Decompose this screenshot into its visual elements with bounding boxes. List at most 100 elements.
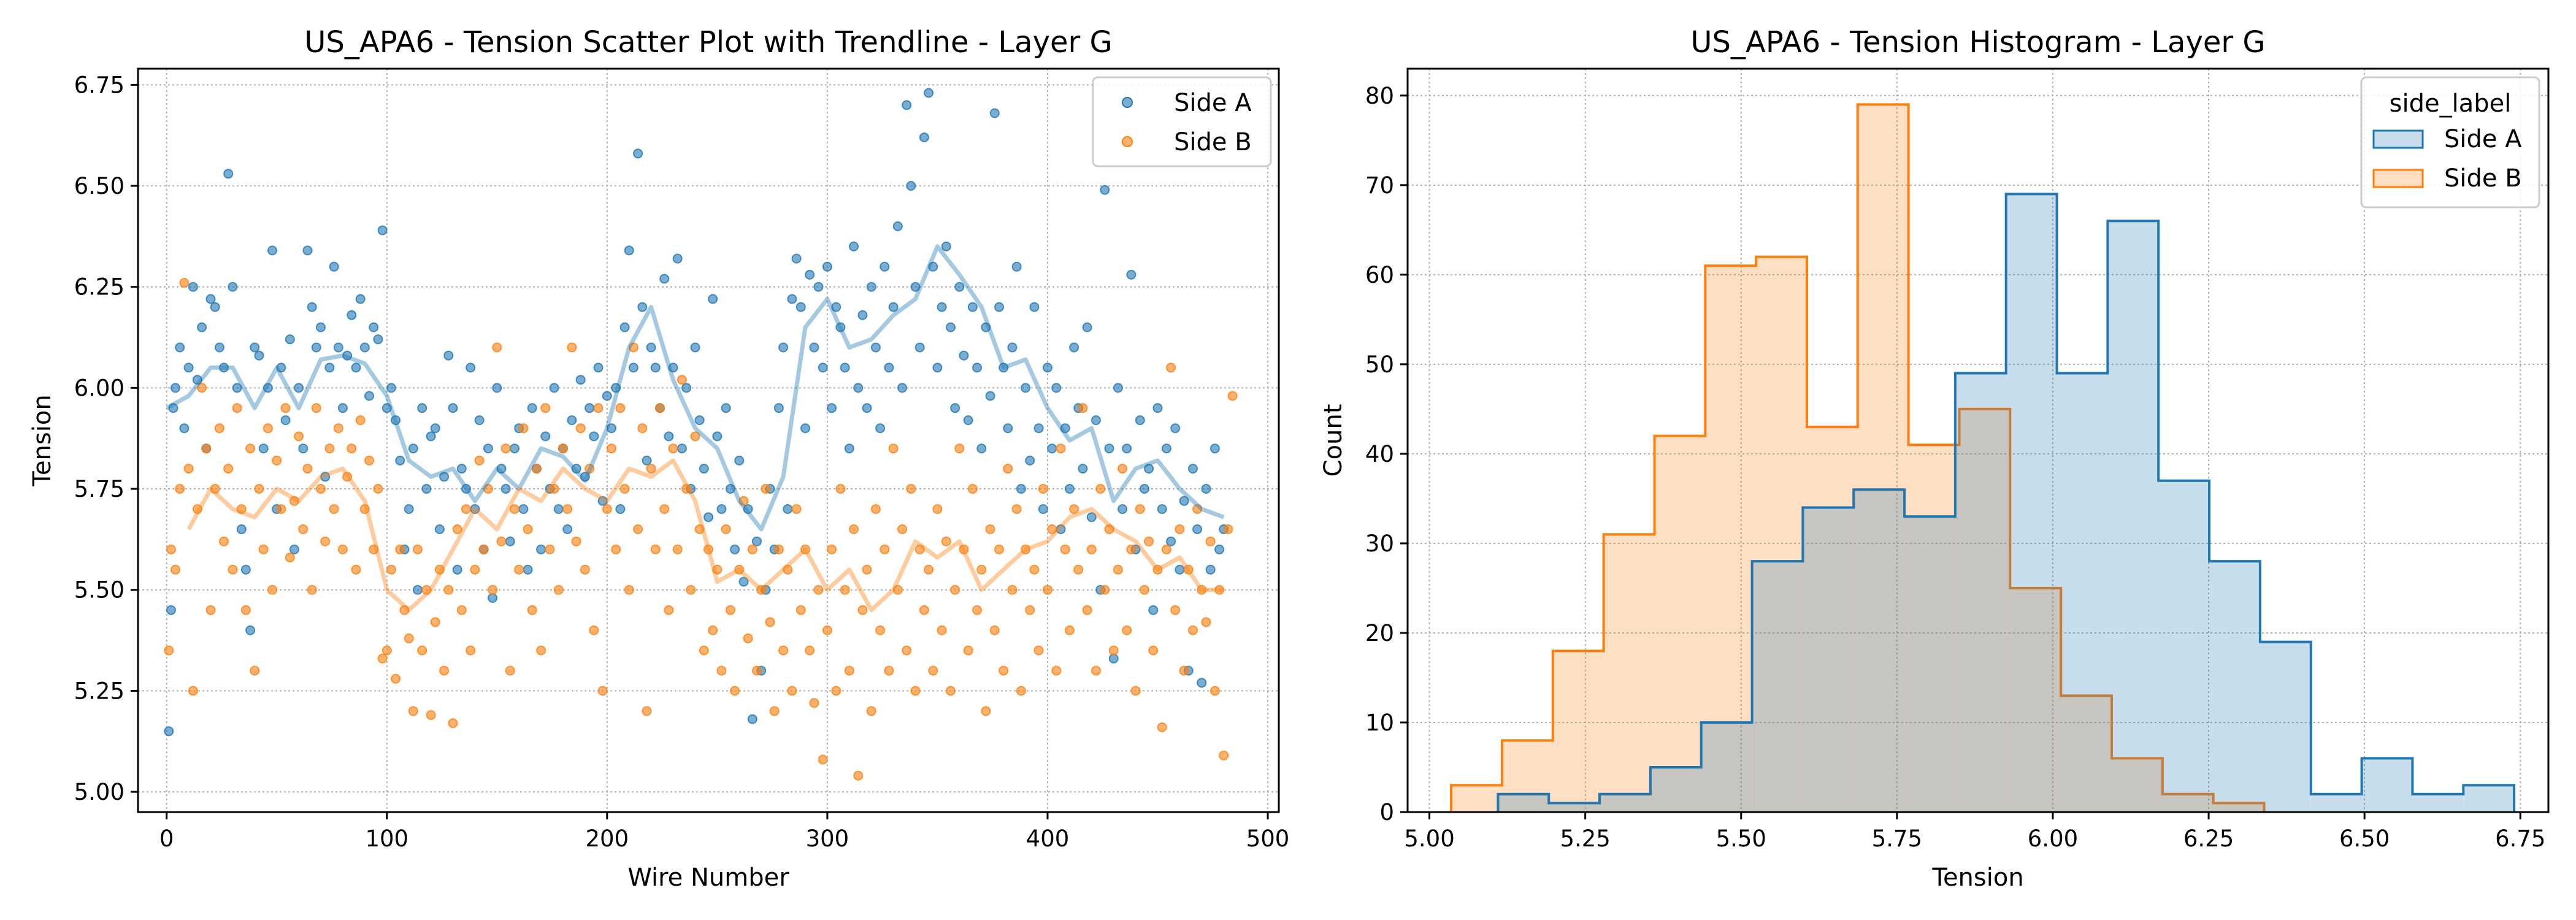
scatter-point-side-a — [1144, 464, 1154, 474]
scatter-point-side-b — [1047, 524, 1057, 534]
scatter-point-side-b — [214, 423, 224, 434]
histogram-ytick-label: 20 — [1365, 620, 1394, 646]
scatter-point-side-a — [1122, 443, 1132, 454]
scatter-chart: US_APA6 - Tension Scatter Plot with Tren… — [28, 25, 1289, 892]
histogram-ytick-label: 10 — [1365, 710, 1394, 736]
scatter-point-side-a — [267, 245, 277, 256]
scatter-point-side-b — [523, 524, 533, 534]
scatter-xtick-label: 200 — [586, 826, 629, 852]
scatter-point-side-a — [439, 472, 450, 482]
scatter-point-side-a — [164, 726, 174, 737]
scatter-point-side-b — [818, 754, 828, 765]
scatter-point-side-a — [989, 108, 1000, 118]
scatter-point-side-b — [373, 484, 383, 494]
scatter-point-side-b — [1223, 524, 1233, 534]
scatter-point-side-b — [1179, 665, 1189, 676]
scatter-point-side-a — [474, 415, 485, 426]
scatter-point-side-b — [783, 564, 793, 575]
scatter-point-side-b — [527, 605, 537, 615]
histogram-outline-side-b — [1450, 103, 2266, 812]
scatter-point-side-a — [456, 464, 467, 474]
scatter-point-side-a — [1016, 484, 1026, 494]
scatter-point-side-b — [434, 564, 445, 575]
scatter-point-side-b — [1108, 645, 1119, 656]
scatter-point-side-b — [505, 665, 515, 676]
histogram-bar-side-a — [1549, 803, 1600, 812]
scatter-point-side-a — [633, 148, 643, 159]
scatter-ytick-label: 6.25 — [74, 274, 125, 301]
scatter-point-side-b — [840, 585, 850, 595]
scatter-point-side-a — [914, 342, 925, 353]
scatter-point-side-a — [919, 132, 929, 142]
scatter-point-side-b — [377, 653, 388, 664]
scatter-point-side-b — [1056, 443, 1066, 454]
scatter-point-side-a — [263, 383, 273, 393]
scatter-point-side-a — [690, 342, 700, 353]
scatter-point-side-b — [192, 504, 202, 514]
scatter-point-side-b — [240, 605, 251, 615]
scatter-point-side-a — [827, 403, 837, 413]
scatter-point-side-a — [359, 342, 370, 353]
scatter-point-side-b — [183, 464, 194, 474]
scatter-point-side-b — [1091, 665, 1101, 676]
scatter-point-side-b — [298, 524, 309, 534]
scatter-point-side-b — [884, 665, 894, 676]
scatter-ytick-label: 5.75 — [74, 476, 125, 502]
scatter-point-side-a — [835, 322, 846, 332]
scatter-point-side-a — [337, 403, 348, 413]
scatter-point-side-a — [386, 383, 396, 393]
scatter-point-side-b — [672, 544, 683, 554]
scatter-point-side-b — [870, 504, 881, 514]
scatter-point-side-a — [1064, 484, 1075, 494]
scatter-point-side-b — [245, 443, 256, 454]
scatter-point-side-b — [413, 544, 423, 554]
scatter-ytick-label: 5.50 — [74, 577, 125, 604]
scatter-point-side-b — [536, 645, 546, 656]
scatter-point-side-b — [690, 431, 700, 442]
scatter-point-side-a — [602, 391, 612, 401]
histogram-bar-side-a — [2006, 194, 2057, 812]
scatter-point-side-b — [333, 423, 343, 434]
scatter-point-side-b — [994, 544, 1004, 554]
histogram-ytick-label: 0 — [1379, 799, 1394, 826]
scatter-point-side-a — [377, 225, 388, 236]
scatter-point-side-a — [316, 322, 326, 332]
scatter-point-side-a — [624, 245, 634, 256]
histogram-bar-side-a — [2209, 561, 2260, 812]
scatter-point-side-a — [791, 253, 802, 264]
scatter-point-side-a — [844, 443, 854, 454]
scatter-point-side-a — [404, 504, 414, 514]
scatter-point-side-b — [981, 706, 991, 716]
scatter-point-side-b — [386, 564, 396, 575]
scatter-ytick-label: 6.50 — [74, 173, 125, 199]
scatter-point-side-b — [999, 665, 1009, 676]
scatter-point-side-b — [664, 605, 674, 615]
scatter-point-side-a — [483, 443, 493, 454]
scatter-point-side-a — [188, 282, 198, 292]
scatter-point-side-b — [809, 698, 819, 708]
scatter-point-side-b — [1029, 564, 1040, 575]
scatter-point-side-b — [721, 524, 731, 534]
histogram-bar-side-b — [1959, 408, 2011, 812]
scatter-point-side-a — [734, 455, 745, 466]
scatter-point-side-a — [258, 443, 269, 454]
scatter-point-side-a — [443, 350, 454, 361]
scatter-point-side-b — [307, 585, 317, 595]
scatter-point-side-a — [1100, 185, 1110, 195]
scatter-point-side-a — [236, 524, 247, 534]
histogram-legend-label-side-a: Side A — [2444, 125, 2522, 153]
scatter-points — [164, 88, 1238, 781]
scatter-point-side-a — [994, 302, 1004, 312]
scatter-point-side-b — [637, 423, 648, 434]
scatter-point-side-b — [827, 544, 837, 554]
scatter-point-side-a — [611, 383, 621, 393]
scatter-point-side-a — [1051, 383, 1062, 393]
scatter-point-side-a — [1148, 605, 1159, 615]
scatter-point-side-a — [488, 592, 498, 603]
histogram-chart: US_APA6 - Tension Histogram - Layer G 5.… — [1319, 25, 2550, 892]
scatter-point-side-a — [875, 423, 886, 434]
scatter-point-side-a — [461, 484, 471, 494]
scatter-point-side-a — [452, 564, 462, 575]
scatter-point-side-b — [769, 706, 780, 716]
